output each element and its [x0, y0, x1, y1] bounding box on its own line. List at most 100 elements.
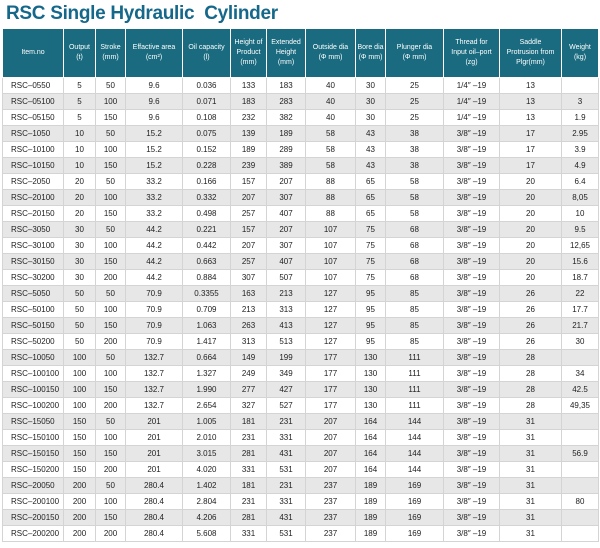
cell-output: 50: [63, 301, 96, 318]
cell-height_of_product: 181: [230, 477, 267, 494]
table-row: RSC–20050 200 50 280.4 1.402 181 231 237 189 169 3…: [2, 477, 599, 494]
cell-plunger_dia: 25: [385, 109, 444, 126]
item-no-cell: RSC–2050: [2, 173, 64, 190]
cell-oil_capacity: 0.036: [182, 77, 231, 94]
cell-effective_area: 280.4: [125, 493, 183, 510]
cell-weight: 2.95: [561, 125, 599, 142]
cell-weight: 49,35: [561, 397, 599, 414]
cell-outside_dia: 207: [305, 429, 356, 446]
cell-height_of_product: 331: [230, 461, 267, 478]
table-row: RSC–20100 20 100 33.2 0.332 207 307 88 65 58 3/8″ …: [2, 189, 599, 206]
cell-oil_capacity: 0.709: [182, 301, 231, 318]
cell-bore_dia: 164: [355, 413, 386, 430]
cell-height_of_product: 327: [230, 397, 267, 414]
cell-height_of_product: 133: [230, 77, 267, 94]
cell-outside_dia: 177: [305, 397, 356, 414]
item-no-cell: RSC–100100: [2, 365, 64, 382]
table-row: RSC–150100 150 100 201 2.010 231 331 207 164 144 3…: [2, 429, 599, 446]
cell-stroke: 100: [95, 189, 126, 206]
cell-weight: 10: [561, 205, 599, 222]
cell-oil_capacity: 0.071: [182, 93, 231, 110]
cell-stroke: 150: [95, 317, 126, 334]
cell-extended_height: 331: [266, 493, 306, 510]
cell-effective_area: 132.7: [125, 397, 183, 414]
table-row: RSC–200100 200 100 280.4 2.804 231 331 237 189 16…: [2, 493, 599, 510]
cell-oil_capacity: 2.010: [182, 429, 231, 446]
cell-extended_height: 289: [266, 141, 306, 158]
cell-bore_dia: 95: [355, 333, 386, 350]
cell-extended_height: 349: [266, 365, 306, 382]
item-no-cell: RSC–100150: [2, 381, 64, 398]
cell-oil_capacity: 0.442: [182, 237, 231, 254]
table-row: RSC–30100 30 100 44.2 0.442 207 307 107 75 68 3/8″…: [2, 237, 599, 254]
cell-bore_dia: 189: [355, 525, 386, 542]
cell-outside_dia: 177: [305, 381, 356, 398]
cell-plunger_dia: 68: [385, 269, 444, 286]
cell-height_of_product: 207: [230, 237, 267, 254]
cell-saddle: 13: [499, 77, 562, 94]
cell-oil_capacity: 4.020: [182, 461, 231, 478]
cell-plunger_dia: 144: [385, 429, 444, 446]
table-row: RSC–30200 30 200 44.2 0.884 307 507 107 75 68 3/8″…: [2, 269, 599, 286]
table-row: RSC–200150 200 150 280.4 4.206 281 431 237 189 16…: [2, 509, 599, 526]
cell-saddle: 31: [499, 525, 562, 542]
cell-bore_dia: 75: [355, 269, 386, 286]
cell-output: 200: [63, 493, 96, 510]
column-header-plunger_dia: Plunger dia (Φ mm): [385, 28, 444, 78]
cell-stroke: 100: [95, 429, 126, 446]
item-no-cell: RSC–30100: [2, 237, 64, 254]
item-no-cell: RSC–150150: [2, 445, 64, 462]
table-row: RSC–100100 100 100 132.7 1.327 249 349 177 130 11…: [2, 365, 599, 382]
cell-output: 150: [63, 413, 96, 430]
item-no-cell: RSC–1050: [2, 125, 64, 142]
cell-effective_area: 280.4: [125, 509, 183, 526]
cell-oil_capacity: 3.015: [182, 445, 231, 462]
cell-saddle: 31: [499, 493, 562, 510]
cell-thread: 3/8″ –19: [443, 317, 500, 334]
item-no-cell: RSC–30200: [2, 269, 64, 286]
cell-height_of_product: 231: [230, 429, 267, 446]
column-header-stroke: Stroke (mm): [95, 28, 126, 78]
cell-effective_area: 70.9: [125, 285, 183, 302]
cell-plunger_dia: 38: [385, 141, 444, 158]
cell-height_of_product: 263: [230, 317, 267, 334]
cell-plunger_dia: 38: [385, 125, 444, 142]
cell-oil_capacity: 0.498: [182, 205, 231, 222]
cell-bore_dia: 130: [355, 365, 386, 382]
cell-extended_height: 189: [266, 125, 306, 142]
cell-stroke: 50: [95, 285, 126, 302]
cell-effective_area: 33.2: [125, 173, 183, 190]
item-no-cell: RSC–05100: [2, 93, 64, 110]
cell-stroke: 150: [95, 157, 126, 174]
cell-output: 10: [63, 157, 96, 174]
table-row: RSC–100200 100 200 132.7 2.654 327 527 177 130 11…: [2, 397, 599, 414]
cell-oil_capacity: 0.221: [182, 221, 231, 238]
cell-saddle: 26: [499, 333, 562, 350]
cell-thread: 3/8″ –19: [443, 237, 500, 254]
cell-height_of_product: 249: [230, 365, 267, 382]
cell-height_of_product: 331: [230, 525, 267, 542]
cell-output: 100: [63, 381, 96, 398]
cell-weight: 30: [561, 333, 599, 350]
cell-weight: [561, 509, 599, 526]
cell-thread: 3/8″ –19: [443, 125, 500, 142]
cell-plunger_dia: 111: [385, 381, 444, 398]
cell-saddle: 13: [499, 93, 562, 110]
cell-thread: 3/8″ –19: [443, 365, 500, 382]
cell-thread: 3/8″ –19: [443, 173, 500, 190]
table-row: RSC–05150 5 150 9.6 0.108 232 382 40 30 25 1/4″ –1…: [2, 109, 599, 126]
cell-thread: 3/8″ –19: [443, 333, 500, 350]
cell-weight: 56.9: [561, 445, 599, 462]
cell-extended_height: 283: [266, 93, 306, 110]
cell-output: 200: [63, 477, 96, 494]
cell-bore_dia: 65: [355, 189, 386, 206]
cell-saddle: 28: [499, 365, 562, 382]
cell-weight: 15.6: [561, 253, 599, 270]
cell-thread: 1/4″ –19: [443, 109, 500, 126]
cell-plunger_dia: 169: [385, 493, 444, 510]
cell-thread: 3/8″ –19: [443, 477, 500, 494]
cell-effective_area: 15.2: [125, 157, 183, 174]
cell-thread: 3/8″ –19: [443, 269, 500, 286]
cell-oil_capacity: 1.327: [182, 365, 231, 382]
